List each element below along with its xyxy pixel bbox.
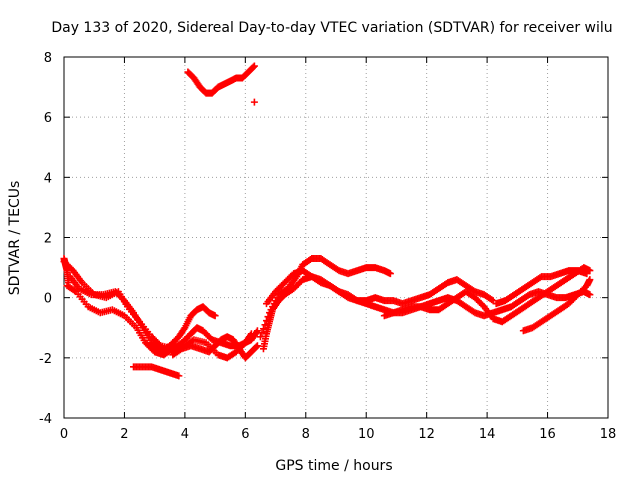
- y-tick-label: -2: [39, 352, 52, 367]
- data-point: [249, 63, 257, 71]
- data-point: [264, 313, 272, 321]
- series-track-n: [60, 255, 73, 287]
- y-tick-label: 0: [44, 292, 52, 307]
- data-point: [250, 98, 258, 106]
- series-track-c: [66, 273, 219, 356]
- data-point: [262, 317, 270, 325]
- data-point: [71, 287, 79, 295]
- series-track-k: [380, 264, 594, 326]
- data-point: [180, 325, 188, 333]
- axis-ticks: 0 2 4 6 8 10 12 14 16 18 -4 -2 0 2 4 6 8: [39, 51, 616, 442]
- x-tick-label: 10: [358, 427, 375, 442]
- x-tick-label: 18: [600, 427, 617, 442]
- data-point: [586, 291, 594, 299]
- data-point: [252, 343, 260, 351]
- data-point: [250, 62, 258, 70]
- series-track-j: [262, 267, 497, 308]
- series-track-m: [519, 276, 594, 335]
- data-point: [65, 279, 73, 287]
- data-point: [261, 321, 269, 329]
- grid-lines: [64, 57, 608, 418]
- series-track-d: [130, 363, 183, 380]
- data-point: [583, 270, 591, 278]
- x-tick-label: 14: [479, 427, 496, 442]
- data-point: [211, 312, 219, 320]
- data-point: [258, 329, 266, 337]
- data-point: [256, 333, 264, 341]
- data-point: [259, 325, 267, 333]
- data-points: [60, 62, 594, 380]
- series-track-g: [250, 98, 258, 106]
- series-track-i: [256, 255, 394, 341]
- series-track-f: [184, 62, 258, 97]
- y-tick-label: 2: [44, 232, 52, 247]
- data-point: [119, 295, 127, 303]
- y-tick-label: 6: [44, 111, 52, 126]
- y-tick-label: -4: [39, 412, 52, 427]
- data-point: [479, 301, 487, 309]
- series-track-h: [259, 273, 594, 353]
- series-track-b: [63, 282, 255, 359]
- x-tick-label: 4: [181, 427, 189, 442]
- y-tick-label: 8: [44, 51, 52, 66]
- x-tick-label: 12: [418, 427, 435, 442]
- chart-title: Day 133 of 2020, Sidereal Day-to-day VTE…: [51, 20, 612, 36]
- x-tick-label: 6: [241, 427, 249, 442]
- data-point: [386, 270, 394, 278]
- data-point: [488, 296, 496, 304]
- y-axis-label: SDTVAR / TECUs: [7, 181, 23, 296]
- y-tick-label: 4: [44, 171, 52, 186]
- series-track-e: [169, 333, 261, 362]
- data-point: [175, 372, 183, 380]
- data-point: [253, 342, 261, 350]
- x-axis-label: GPS time / hours: [275, 458, 392, 474]
- data-point: [246, 331, 254, 339]
- data-point: [586, 276, 594, 284]
- series-track-l: [492, 267, 591, 308]
- x-tick-label: 2: [120, 427, 128, 442]
- data-point: [253, 327, 261, 335]
- x-tick-label: 16: [539, 427, 556, 442]
- x-tick-label: 0: [60, 427, 68, 442]
- data-point: [247, 330, 255, 338]
- x-tick-label: 8: [302, 427, 310, 442]
